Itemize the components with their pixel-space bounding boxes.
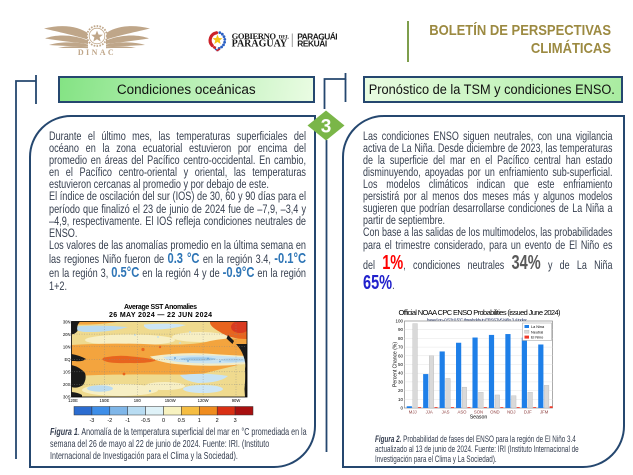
svg-text:10N: 10N [63, 344, 71, 349]
svg-text:DINAC: DINAC [78, 48, 116, 57]
svg-text:0: 0 [162, 418, 165, 424]
svg-text:PARAGUAY: PARAGUAY [232, 39, 288, 50]
svg-text:based on -0.5°/+0.5°C threshol: based on -0.5°/+0.5°C thresholds in ERSS… [427, 317, 528, 322]
svg-text:El Nino: El Nino [531, 336, 543, 340]
svg-text:-2: -2 [107, 418, 112, 424]
svg-text:SON: SON [474, 410, 483, 415]
svg-text:20: 20 [398, 388, 404, 393]
svg-text:1: 1 [198, 418, 201, 424]
svg-text:MJJ: MJJ [409, 410, 417, 415]
svg-text:180: 180 [134, 398, 142, 403]
svg-text:10: 10 [398, 397, 404, 402]
svg-text:Percent Chance (%): Percent Chance (%) [393, 342, 399, 387]
svg-text:DEL: DEL [279, 35, 290, 41]
svg-text:Average SST Anomalies: Average SST Anomalies [124, 304, 197, 311]
svg-text:120E: 120E [68, 398, 78, 403]
svg-text:2: 2 [216, 418, 219, 424]
svg-text:150E: 150E [100, 398, 110, 403]
svg-text:NDJ: NDJ [507, 410, 515, 415]
svg-text:-1: -1 [125, 418, 130, 424]
svg-text:EQ: EQ [64, 357, 71, 362]
svg-text:0: 0 [400, 406, 403, 411]
svg-text:Season: Season [470, 415, 488, 421]
svg-text:150W: 150W [165, 398, 176, 403]
svg-text:OND: OND [490, 410, 500, 415]
svg-text:26 MAY 2024 — 22 JUN 2024: 26 MAY 2024 — 22 JUN 2024 [109, 312, 212, 319]
svg-text:ASO: ASO [457, 410, 467, 415]
svg-text:La Nina: La Nina [531, 325, 545, 329]
svg-text:JAS: JAS [442, 410, 450, 415]
svg-text:DJF: DJF [524, 410, 532, 415]
svg-text:30S: 30S [63, 395, 71, 400]
svg-text:Neutral: Neutral [531, 330, 543, 334]
svg-text:-3: -3 [89, 418, 94, 424]
svg-text:50: 50 [398, 362, 404, 367]
svg-text:Official NOAA CPC ENSO Probabi: Official NOAA CPC ENSO Probabilities (is… [399, 308, 562, 317]
svg-text:40: 40 [398, 371, 404, 376]
svg-text:0.5: 0.5 [178, 418, 186, 424]
svg-text:20S: 20S [63, 382, 71, 387]
svg-text:REKUÁI: REKUÁI [297, 38, 327, 49]
svg-text:GOBIERNO: GOBIERNO [232, 31, 277, 41]
svg-text:30N: 30N [63, 320, 71, 325]
svg-text:70: 70 [398, 345, 404, 350]
svg-text:100: 100 [395, 319, 403, 324]
svg-text:80: 80 [398, 336, 404, 341]
svg-text:JJA: JJA [426, 410, 433, 415]
svg-text:30: 30 [398, 379, 404, 384]
svg-text:90W: 90W [232, 398, 241, 403]
svg-text:120W: 120W [198, 398, 209, 403]
svg-text:20N: 20N [63, 332, 71, 337]
svg-text:3: 3 [321, 117, 332, 138]
svg-text:90: 90 [398, 327, 404, 332]
svg-text:3: 3 [234, 418, 237, 424]
svg-text:60: 60 [398, 353, 404, 358]
svg-text:PARAGUÁI: PARAGUÁI [297, 31, 337, 42]
svg-text:10S: 10S [63, 370, 71, 375]
svg-text:JFM: JFM [540, 410, 549, 415]
svg-text:-0.5: -0.5 [141, 418, 150, 424]
